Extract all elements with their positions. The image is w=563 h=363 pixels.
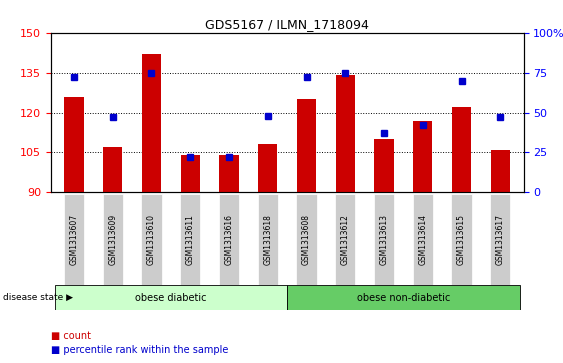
Bar — [64, 194, 84, 285]
Bar — [374, 194, 394, 285]
Text: GSM1313617: GSM1313617 — [496, 214, 505, 265]
Bar — [336, 75, 355, 192]
Bar — [180, 194, 200, 285]
Bar — [490, 194, 511, 285]
Bar — [335, 194, 355, 285]
Bar — [103, 147, 122, 192]
Bar — [258, 144, 278, 192]
Text: GSM1313618: GSM1313618 — [263, 214, 272, 265]
Text: GSM1313614: GSM1313614 — [418, 214, 427, 265]
Text: obese diabetic: obese diabetic — [135, 293, 207, 303]
Bar — [181, 155, 200, 192]
Bar — [219, 194, 239, 285]
Text: GSM1313616: GSM1313616 — [225, 214, 234, 265]
Bar — [490, 150, 510, 192]
Text: ■ count: ■ count — [51, 331, 91, 341]
Bar — [452, 194, 472, 285]
Bar — [141, 194, 162, 285]
Bar — [64, 97, 84, 192]
Bar — [287, 285, 520, 310]
Text: ■ percentile rank within the sample: ■ percentile rank within the sample — [51, 345, 228, 355]
Bar — [413, 194, 433, 285]
Bar — [220, 155, 239, 192]
Text: GSM1313611: GSM1313611 — [186, 214, 195, 265]
Bar — [142, 54, 161, 192]
Text: GSM1313609: GSM1313609 — [108, 214, 117, 265]
Bar — [297, 99, 316, 192]
Text: GSM1313613: GSM1313613 — [379, 214, 388, 265]
Bar — [55, 285, 287, 310]
Title: GDS5167 / ILMN_1718094: GDS5167 / ILMN_1718094 — [205, 19, 369, 32]
Bar — [258, 194, 278, 285]
Text: GSM1313607: GSM1313607 — [69, 214, 78, 265]
Text: GSM1313612: GSM1313612 — [341, 214, 350, 265]
Text: GSM1313615: GSM1313615 — [457, 214, 466, 265]
Bar — [374, 139, 394, 192]
Bar — [102, 194, 123, 285]
Bar — [297, 194, 316, 285]
Text: obese non-diabetic: obese non-diabetic — [357, 293, 450, 303]
Bar — [413, 121, 432, 192]
Text: disease state ▶: disease state ▶ — [3, 293, 73, 302]
Bar — [452, 107, 471, 192]
Text: GSM1313608: GSM1313608 — [302, 214, 311, 265]
Text: GSM1313610: GSM1313610 — [147, 214, 156, 265]
